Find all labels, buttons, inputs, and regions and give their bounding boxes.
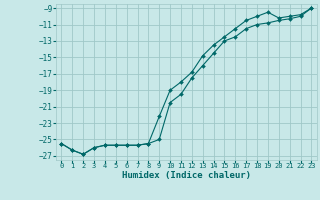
- X-axis label: Humidex (Indice chaleur): Humidex (Indice chaleur): [122, 171, 251, 180]
